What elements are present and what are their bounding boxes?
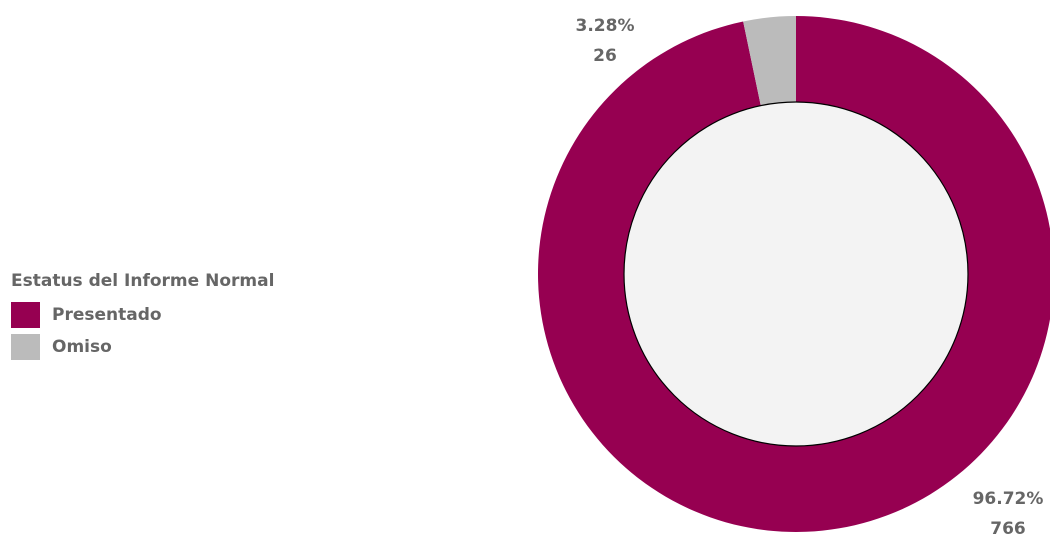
data-label-count-omiso: 26 — [593, 46, 617, 66]
legend-swatch-presentado — [11, 302, 40, 328]
legend: Estatus del Informe Normal Presentado Om… — [11, 271, 274, 363]
data-label-percent-presentado: 96.72% — [973, 489, 1044, 509]
legend-label-presentado: Presentado — [52, 305, 162, 325]
legend-item-omiso[interactable]: Omiso — [11, 331, 274, 363]
data-label-percent-omiso: 3.28% — [576, 16, 635, 36]
legend-swatch-omiso — [11, 334, 40, 360]
donut-center — [623, 101, 969, 447]
legend-title: Estatus del Informe Normal — [11, 271, 275, 291]
slice-omiso[interactable] — [743, 16, 796, 106]
data-label-count-presentado: 766 — [990, 519, 1026, 539]
slice-presentado[interactable] — [538, 16, 1050, 532]
legend-label-omiso: Omiso — [52, 337, 112, 357]
legend-item-presentado[interactable]: Presentado — [11, 299, 274, 331]
